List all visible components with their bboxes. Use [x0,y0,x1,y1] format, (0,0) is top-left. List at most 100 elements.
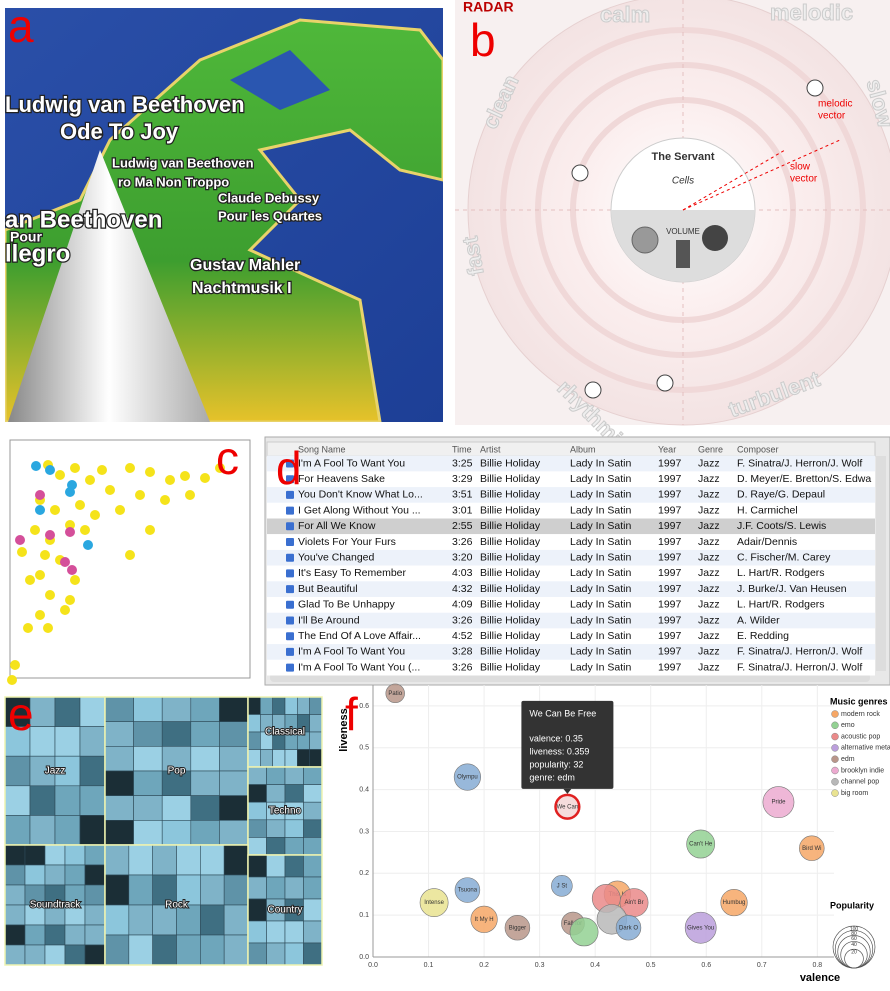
table-row[interactable] [267,471,875,488]
bubble[interactable] [684,911,717,944]
map-label: Gustav Mahler [190,257,300,274]
table-row[interactable] [267,565,875,582]
treemap-label: Pop [168,766,186,777]
treemap-cell [223,904,249,936]
bubble[interactable] [385,683,405,704]
song-node[interactable] [571,164,589,182]
volume-slider[interactable] [676,240,690,268]
treemap-cell [79,785,106,816]
table-cell: Lady In Satin [570,504,631,516]
treemap-cell [44,924,66,946]
treemap-cell [104,820,134,846]
bubble[interactable] [686,829,716,859]
treemap-cell [303,876,323,900]
table-row[interactable] [267,487,875,503]
table-row[interactable] [267,597,875,613]
bubble[interactable] [454,877,481,903]
table-cell: Lady In Satin [570,551,631,563]
table-row[interactable] [267,455,875,472]
bubble-label: Pride [771,800,786,806]
table-cell: 1997 [658,614,682,626]
checkbox[interactable] [286,632,294,641]
checkbox[interactable] [286,663,294,672]
table-cell: Lady In Satin [570,457,631,469]
bubble[interactable] [569,917,599,947]
bubble[interactable] [615,914,642,941]
checkbox[interactable] [286,600,294,609]
treemap-cell [176,934,201,966]
treemap-cell [303,801,323,821]
treemap-cell [29,696,56,727]
bubble[interactable] [504,914,531,941]
song-node[interactable] [656,374,674,392]
checkbox[interactable] [286,522,294,531]
size-legend-label: 80 [851,931,857,937]
bubble[interactable] [551,875,573,897]
table-cell: I'm A Fool To Want You [298,457,405,469]
checkbox[interactable] [286,616,294,625]
table-row[interactable] [267,644,875,660]
song-node[interactable] [584,381,602,399]
table-cell: Billie Holiday [480,551,541,563]
panel-c [7,439,251,685]
table-row[interactable] [267,534,875,550]
treemap-cell [284,784,304,803]
map-label: ro Ma Non Troppo [118,174,229,189]
size-legend-title: Popularity [830,900,874,910]
treemap-cell [54,815,81,846]
treemap-label: Classical [265,727,305,738]
bubble-label: Dark O [619,925,638,931]
checkbox[interactable] [286,585,294,594]
table-cell: Billie Holiday [480,536,541,548]
treemap-cell [247,920,267,944]
checkbox[interactable] [286,647,294,656]
x-tick-label: 0.5 [646,962,656,969]
checkbox[interactable] [286,553,294,562]
table-row[interactable] [267,581,875,597]
bubble[interactable] [470,905,498,933]
table-cell: Jazz [698,536,720,548]
table-cell: Glad To Be Unhappy [298,599,395,611]
checkbox[interactable] [286,569,294,578]
panel-e: Jazz Pop Classical Techno Soundtrack Rock Coun… [4,696,323,966]
checkbox[interactable] [286,475,294,484]
treemap-cell [64,944,86,966]
table-row[interactable] [267,502,875,519]
table-cell: E. Redding [737,630,789,642]
treemap-cell [133,746,163,772]
treemap-cell [247,731,261,750]
bubble[interactable] [453,763,482,791]
treemap-cell [247,942,267,966]
bubble[interactable] [554,793,581,820]
table-row[interactable] [267,518,875,535]
treemap-cell [104,795,134,821]
panel-letter: f [345,688,358,740]
song-node[interactable] [806,79,824,97]
table-row[interactable] [267,549,875,566]
table-cell: Jazz [698,504,720,516]
checkbox[interactable] [286,538,294,546]
table-row[interactable] [267,628,875,645]
settings-button[interactable] [702,225,728,251]
table-row[interactable] [267,612,875,629]
pause-button[interactable] [631,226,659,254]
checkbox[interactable] [286,490,294,499]
bubble[interactable] [762,786,795,819]
bubble[interactable] [419,888,449,917]
checkbox[interactable] [286,506,294,515]
treemap-cell [247,898,267,922]
table-cell: 2:55 [452,520,473,532]
tooltip-line: popularity: 32 [529,759,583,769]
scrollbar[interactable] [876,456,886,671]
treemap-cell [161,795,192,821]
bubble[interactable] [799,835,825,861]
y-axis-title: liveness [338,708,350,751]
table-row[interactable] [267,659,875,676]
bubble[interactable] [720,889,748,917]
radar-title: RADAR [463,0,514,15]
treemap-label: Techno [269,806,302,817]
checkbox[interactable] [286,459,294,468]
table-cell: You Don't Know What Lo... [298,489,423,501]
treemap-cell [24,844,46,866]
tooltip-title: We Can Be Free [529,708,596,718]
